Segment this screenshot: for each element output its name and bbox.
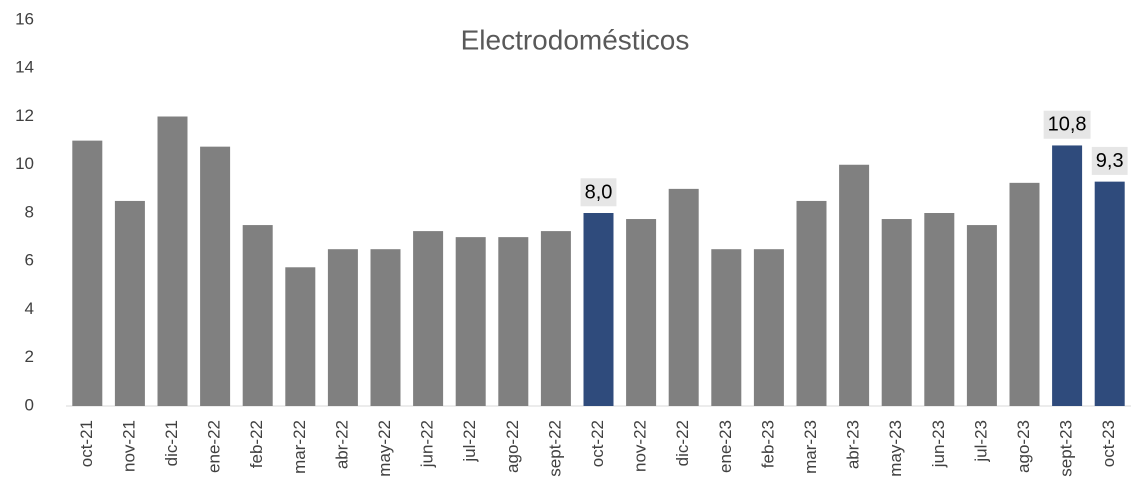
bar: [540, 231, 571, 406]
bar: [881, 219, 912, 406]
bar: [1094, 181, 1125, 406]
x-tick-label: ago-23: [1014, 420, 1033, 473]
y-tick-label: 12: [15, 106, 34, 125]
y-tick-label: 4: [25, 299, 34, 318]
bar: [285, 267, 316, 406]
x-tick-label: abr-22: [332, 420, 351, 469]
bar: [498, 237, 529, 406]
x-tick-label: jul-22: [460, 420, 479, 463]
bar: [966, 225, 997, 406]
bar: [1052, 145, 1083, 406]
x-tick-label: nov-21: [119, 420, 138, 472]
bar: [1009, 182, 1040, 406]
x-tick-label: dic-22: [673, 420, 692, 466]
x-tick-label: oct-22: [588, 420, 607, 467]
x-tick-label: feb-23: [758, 420, 777, 468]
x-tick-label: feb-22: [247, 420, 266, 468]
data-label: 9,3: [1096, 150, 1124, 172]
data-label: 8,0: [585, 181, 613, 203]
x-tick-label: oct-23: [1099, 420, 1118, 467]
x-tick-label: ene-23: [716, 420, 735, 473]
x-tick-label: sept-22: [545, 420, 564, 477]
bar: [626, 219, 657, 406]
x-tick-label: nov-22: [631, 420, 650, 472]
x-tick-label: ene-22: [205, 420, 224, 473]
bar: [753, 249, 784, 406]
bar: [327, 249, 358, 406]
bar: [157, 116, 188, 406]
x-tick-label: mar-23: [801, 420, 820, 474]
data-label: 10,8: [1048, 114, 1087, 136]
x-tick-label: jun-23: [929, 420, 948, 468]
y-tick-label: 2: [25, 347, 34, 366]
x-tick-label: jul-23: [971, 420, 990, 463]
bar: [242, 225, 273, 406]
bar: [72, 140, 103, 406]
y-tick-label: 8: [25, 202, 34, 221]
x-tick-label: sept-23: [1057, 420, 1076, 477]
bar: [413, 231, 444, 406]
data-label-box: [1043, 110, 1091, 139]
bar: [455, 237, 486, 406]
x-tick-label: mar-22: [290, 420, 309, 474]
y-tick-label: 10: [15, 154, 34, 173]
bar: [114, 200, 145, 406]
y-tick-label: 16: [15, 9, 34, 28]
data-label-box: [580, 178, 617, 207]
bar: [711, 249, 742, 406]
bar: [924, 213, 955, 406]
y-tick-label: 14: [15, 58, 34, 77]
bar: [200, 146, 231, 406]
bar: [839, 164, 870, 406]
bar: [583, 213, 614, 406]
x-tick-label: dic-21: [162, 420, 181, 466]
bar: [370, 249, 401, 406]
x-tick-label: may-22: [375, 420, 394, 477]
chart-title: Electrodomésticos: [461, 24, 690, 55]
bar: [796, 200, 827, 406]
y-tick-label: 6: [25, 251, 34, 270]
x-tick-label: may-23: [886, 420, 905, 477]
x-tick-label: ago-22: [503, 420, 522, 473]
data-label-box: [1091, 146, 1128, 175]
x-tick-label: jun-22: [418, 420, 437, 468]
y-tick-label: 0: [25, 395, 34, 414]
bar: [668, 188, 699, 406]
x-tick-label: oct-21: [77, 420, 96, 467]
x-tick-label: abr-23: [844, 420, 863, 469]
